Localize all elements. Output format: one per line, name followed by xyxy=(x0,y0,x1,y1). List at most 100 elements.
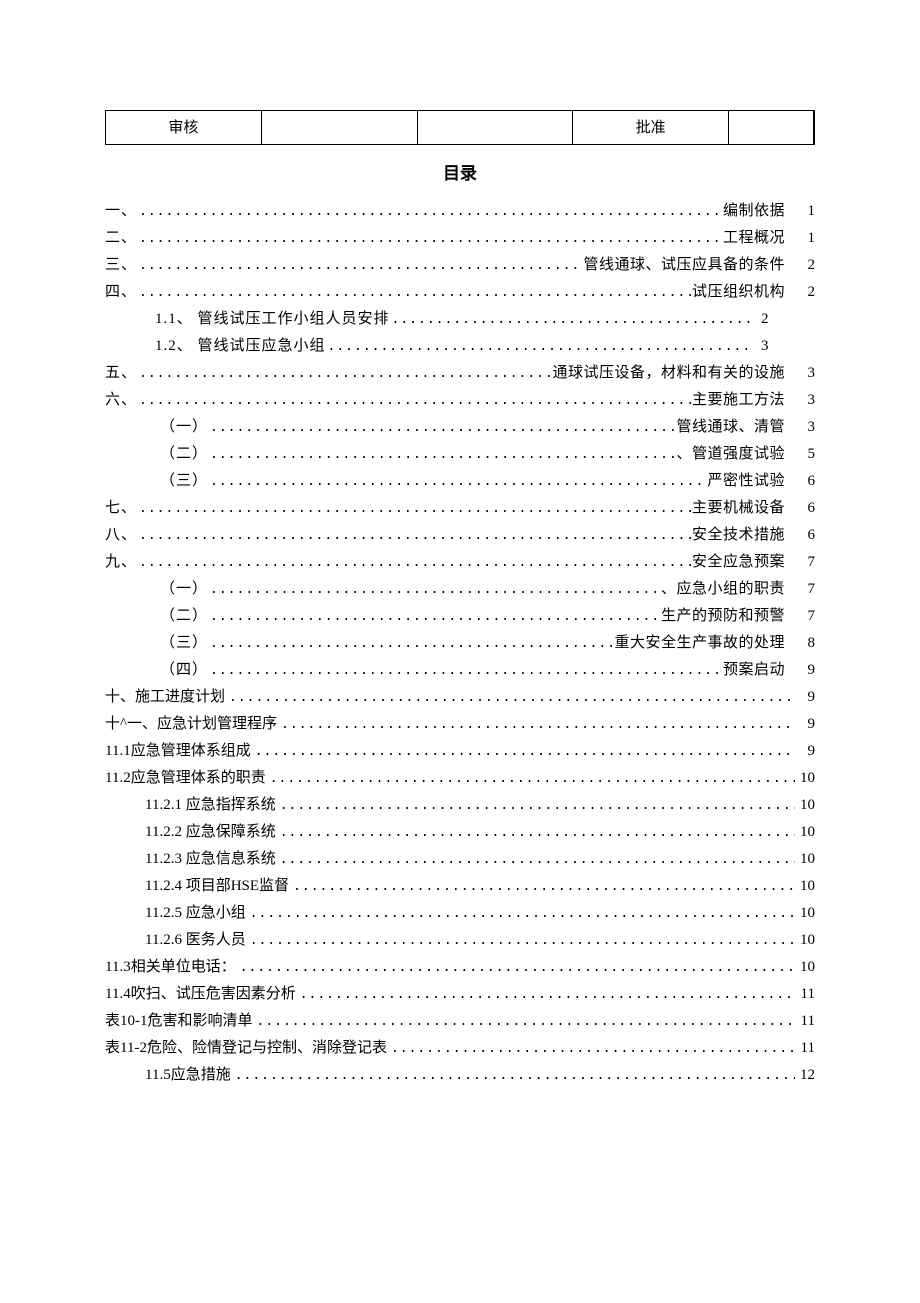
review-label-cell: 审核 xyxy=(106,111,262,145)
toc-page: 3 xyxy=(753,334,815,358)
toc-dots: ........................................… xyxy=(137,391,692,412)
toc-label: 11.2.1 应急指挥系统 xyxy=(145,793,276,817)
toc-dots: ........................................… xyxy=(137,526,692,547)
toc-entry: 11.5应急措施 ...............................… xyxy=(105,1063,815,1087)
toc-page: 9 xyxy=(795,712,815,736)
toc-label: 四、 xyxy=(105,280,137,304)
toc-page: 10 xyxy=(795,793,815,817)
toc-dots: ........................................… xyxy=(137,256,583,277)
toc-page: 10 xyxy=(795,955,815,979)
toc-dots: ........................................… xyxy=(246,904,795,925)
toc-page: 11 xyxy=(795,982,815,1006)
toc-label: （三） xyxy=(160,469,208,493)
toc-suffix: 重大安全生产事故的处理 xyxy=(614,631,785,655)
toc-entry: 表10-1危害和影响清单 ...........................… xyxy=(105,1009,815,1033)
toc-dots: ........................................… xyxy=(208,661,723,682)
toc-suffix: 生产的预防和预警 xyxy=(661,604,785,628)
toc-dots: ........................................… xyxy=(208,634,614,655)
toc-dots: ........................................… xyxy=(289,877,795,898)
toc-label: 11.2.4 项目部HSE监督 xyxy=(145,874,289,898)
toc-page: 11 xyxy=(795,1009,815,1033)
toc-dots: ........................................… xyxy=(390,310,753,331)
toc-dots: ........................................… xyxy=(137,364,552,385)
toc-label: 11.2.3 应急信息系统 xyxy=(145,847,276,871)
toc-page: 7 xyxy=(785,550,815,574)
toc-entry: 四、 .....................................… xyxy=(105,280,815,304)
toc-dots: ........................................… xyxy=(276,850,795,871)
toc-suffix: 严密性试验 xyxy=(707,469,785,493)
toc-entry: 十、施工进度计划 ...............................… xyxy=(105,685,815,709)
toc-entry: 11.1应急管理体系组成 ...........................… xyxy=(105,739,815,763)
toc-label: 11.2.5 应急小组 xyxy=(145,901,246,925)
toc-label: 八、 xyxy=(105,523,137,547)
review-sig-cell xyxy=(417,111,573,145)
toc-label: 11.3相关单位电话： xyxy=(105,955,236,979)
toc-dots: ........................................… xyxy=(251,742,795,763)
toc-dots: ........................................… xyxy=(137,202,723,223)
toc-label: 11.2应急管理体系的职责 xyxy=(105,766,266,790)
toc-page: 10 xyxy=(795,928,815,952)
toc-page: 2 xyxy=(753,307,815,331)
approval-table: 审核 批准 xyxy=(105,110,815,145)
toc-label: 一、 xyxy=(105,199,137,223)
toc-suffix: 安全技术措施 xyxy=(692,523,785,547)
toc-page: 3 xyxy=(785,361,815,385)
toc-entry: 11.2.3 应急信息系统 ..........................… xyxy=(105,847,815,871)
toc-label: （二） xyxy=(160,442,208,466)
toc-label: 11.2.2 应急保障系统 xyxy=(145,820,276,844)
toc-page: 10 xyxy=(795,820,815,844)
toc-page: 3 xyxy=(785,388,815,412)
toc-dots: ........................................… xyxy=(208,607,661,628)
toc-page: 6 xyxy=(785,469,815,493)
toc-entry: 11.2.4 项目部HSE监督 ........................… xyxy=(105,874,815,898)
toc-dots: ........................................… xyxy=(137,553,692,574)
toc-label: （四） xyxy=(160,658,208,682)
toc-label: 表11-2危险、险情登记与控制、消除登记表 xyxy=(105,1036,387,1060)
toc-label: 二、 xyxy=(105,226,137,250)
toc-suffix: 编制依据 xyxy=(723,199,785,223)
toc-entry: 八、 .....................................… xyxy=(105,523,815,547)
toc-label: 五、 xyxy=(105,361,137,385)
toc-entry: 十^一、应急计划管理程序 ...........................… xyxy=(105,712,815,736)
toc-page: 6 xyxy=(785,523,815,547)
toc-label: 表10-1危害和影响清单 xyxy=(105,1009,253,1033)
toc-label: 六、 xyxy=(105,388,137,412)
approve-sig-cell xyxy=(813,111,814,145)
toc-label: 11.5应急措施 xyxy=(145,1063,231,1087)
toc-dots: ........................................… xyxy=(137,499,692,520)
toc-entry: 一、 .....................................… xyxy=(105,199,815,223)
toc-label: 七、 xyxy=(105,496,137,520)
toc-dots: ........................................… xyxy=(137,283,692,304)
toc-entry: 表11-2危险、险情登记与控制、消除登记表 ..................… xyxy=(105,1036,815,1060)
toc-page: 9 xyxy=(785,658,815,682)
toc-suffix: 主要机械设备 xyxy=(692,496,785,520)
toc-page: 1 xyxy=(785,199,815,223)
toc-label: 三、 xyxy=(105,253,137,277)
toc-dots: ........................................… xyxy=(266,769,795,790)
toc-dots: ........................................… xyxy=(231,1066,795,1087)
toc-page: 7 xyxy=(785,604,815,628)
toc-entry: （一） ....................................… xyxy=(105,415,815,439)
toc-entry: 11.3相关单位电话： ............................… xyxy=(105,955,815,979)
toc-entry: 五、 .....................................… xyxy=(105,361,815,385)
approve-name-cell xyxy=(729,111,814,145)
toc-page: 12 xyxy=(795,1063,815,1087)
toc-page: 6 xyxy=(785,496,815,520)
toc-suffix: 、应急小组的职责 xyxy=(661,577,785,601)
toc-entry: 九、 .....................................… xyxy=(105,550,815,574)
toc-entry: 七、 .....................................… xyxy=(105,496,815,520)
toc-container: 一、 .....................................… xyxy=(105,199,815,1087)
review-name-cell xyxy=(261,111,417,145)
toc-dots: ........................................… xyxy=(326,337,753,358)
toc-dots: ........................................… xyxy=(137,229,723,250)
toc-suffix: 管线通球、清管 xyxy=(676,415,785,439)
toc-entry: 1.2、 管线试压应急小组 ..........................… xyxy=(105,334,815,358)
toc-label: （一） xyxy=(160,577,208,601)
toc-dots: ........................................… xyxy=(387,1039,795,1060)
toc-label: 1.2、 管线试压应急小组 xyxy=(155,334,326,358)
toc-dots: ........................................… xyxy=(208,580,661,601)
toc-page: 10 xyxy=(795,901,815,925)
toc-page: 5 xyxy=(785,442,815,466)
toc-entry: 三、 .....................................… xyxy=(105,253,815,277)
toc-page: 2 xyxy=(785,280,815,304)
